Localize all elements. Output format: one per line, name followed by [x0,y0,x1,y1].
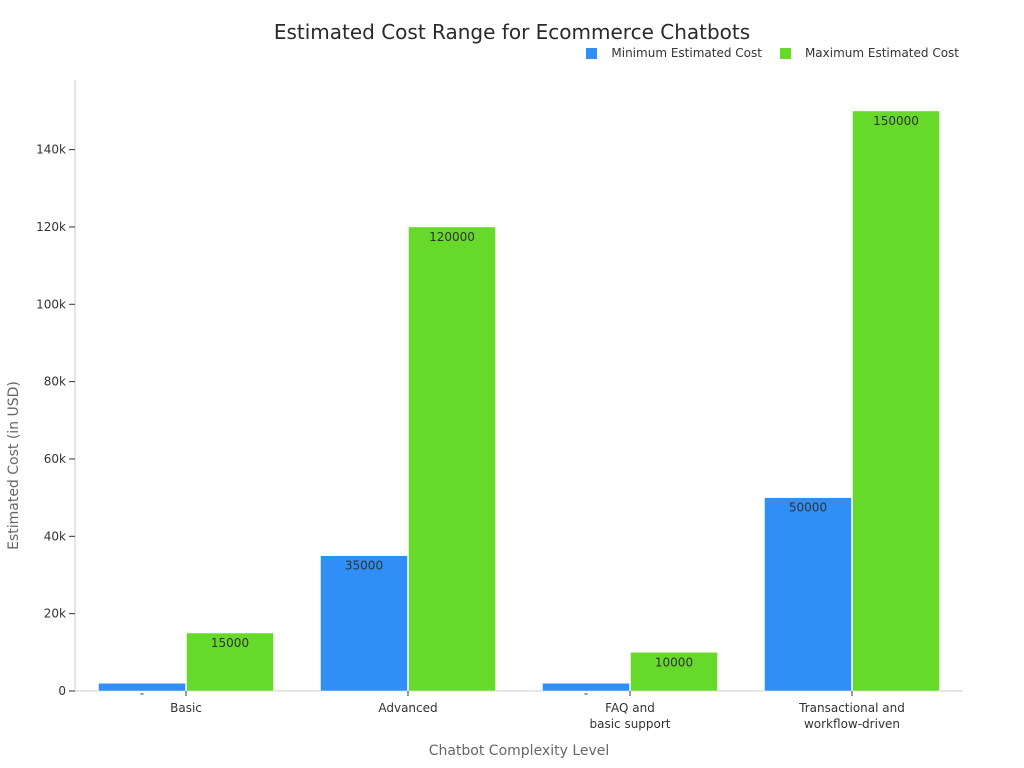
bar-value-label: 150000 [873,114,919,128]
bar-min [542,683,630,692]
x-tick-label: Transactional and [798,701,905,715]
chart-title: Estimated Cost Range for Ecommerce Chatb… [273,20,751,44]
y-tick-label: 140k [36,143,66,157]
y-tick-label: 120k [36,220,66,234]
y-tick-label: 60k [44,452,66,466]
y-tick-label: 40k [44,529,66,543]
legend-swatch-max [779,47,791,59]
legend: Minimum Estimated Cost Maximum Estimated… [586,46,959,60]
x-tick-label: Advanced [378,701,437,715]
legend-swatch-min [586,47,598,59]
legend-label-min: Minimum Estimated Cost [611,46,762,60]
x-axis-title: Chatbot Complexity Level [429,743,610,759]
bar-max [186,632,274,692]
bar-max [408,226,496,692]
legend-label-max: Maximum Estimated Cost [804,46,959,60]
bar-value-label: 35000 [345,559,383,573]
bar-max [630,652,718,692]
bar-value-label: 10000 [655,655,693,669]
bar-min [320,555,408,692]
bar-value-label: 15000 [211,636,249,650]
bar-value-label: - [140,686,144,700]
y-tick-label: 100k [36,297,66,311]
y-axis-title: Estimated Cost (in USD) [6,381,22,550]
x-tick-label: FAQ and [605,701,655,715]
bar-value-label: 120000 [429,230,475,244]
bar-value-label: 50000 [789,501,827,515]
legend-item-max: Maximum Estimated Cost [779,46,959,60]
x-tick-label: basic support [589,717,670,731]
bar-min [764,497,852,692]
bar-value-label: - [584,686,588,700]
legend-item-min: Minimum Estimated Cost [586,46,762,60]
y-tick-label: 0 [58,684,66,698]
bar-min [98,683,186,692]
x-tick-label: Basic [170,701,202,715]
y-tick-label: 20k [44,607,66,621]
y-tick-label: 80k [44,375,66,389]
x-tick-label: workflow-driven [804,717,900,731]
bar-max [852,110,940,692]
